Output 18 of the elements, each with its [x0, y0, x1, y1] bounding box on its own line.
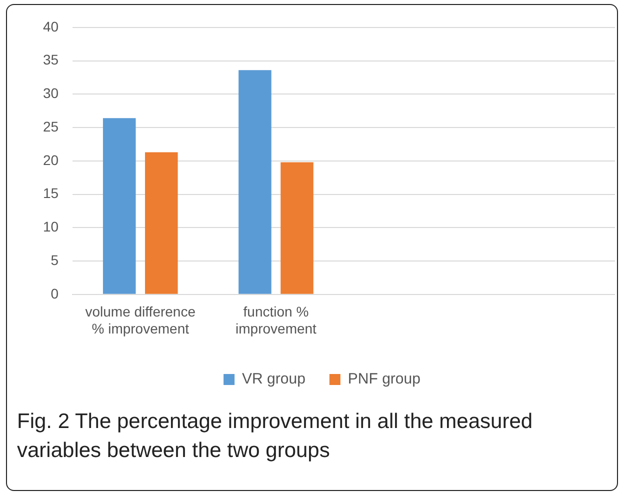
- bar: [145, 152, 178, 294]
- y-tick-label: 5: [50, 252, 59, 268]
- y-tick-label: 40: [42, 18, 59, 34]
- y-tick-label: 0: [50, 285, 59, 302]
- x-tick-label: volume difference % improvement: [85, 304, 196, 336]
- y-tick-label: 35: [42, 52, 59, 68]
- caption: Fig. 2 The percentage improvement in all the measured variables between the two groups: [17, 409, 534, 464]
- y-tick-label: 20: [42, 152, 59, 168]
- y-tick-label: 15: [42, 185, 59, 202]
- legend-label: VR group: [242, 370, 306, 388]
- bar: [102, 118, 136, 294]
- x-tick-label: function % improvement: [236, 304, 317, 336]
- bar: [238, 70, 272, 294]
- legend-label: PNF group: [348, 370, 420, 388]
- bar: [280, 162, 314, 294]
- y-tick-label: 25: [42, 118, 59, 134]
- y-tick-label: 10: [42, 218, 59, 235]
- y-tick-label: 30: [42, 85, 59, 102]
